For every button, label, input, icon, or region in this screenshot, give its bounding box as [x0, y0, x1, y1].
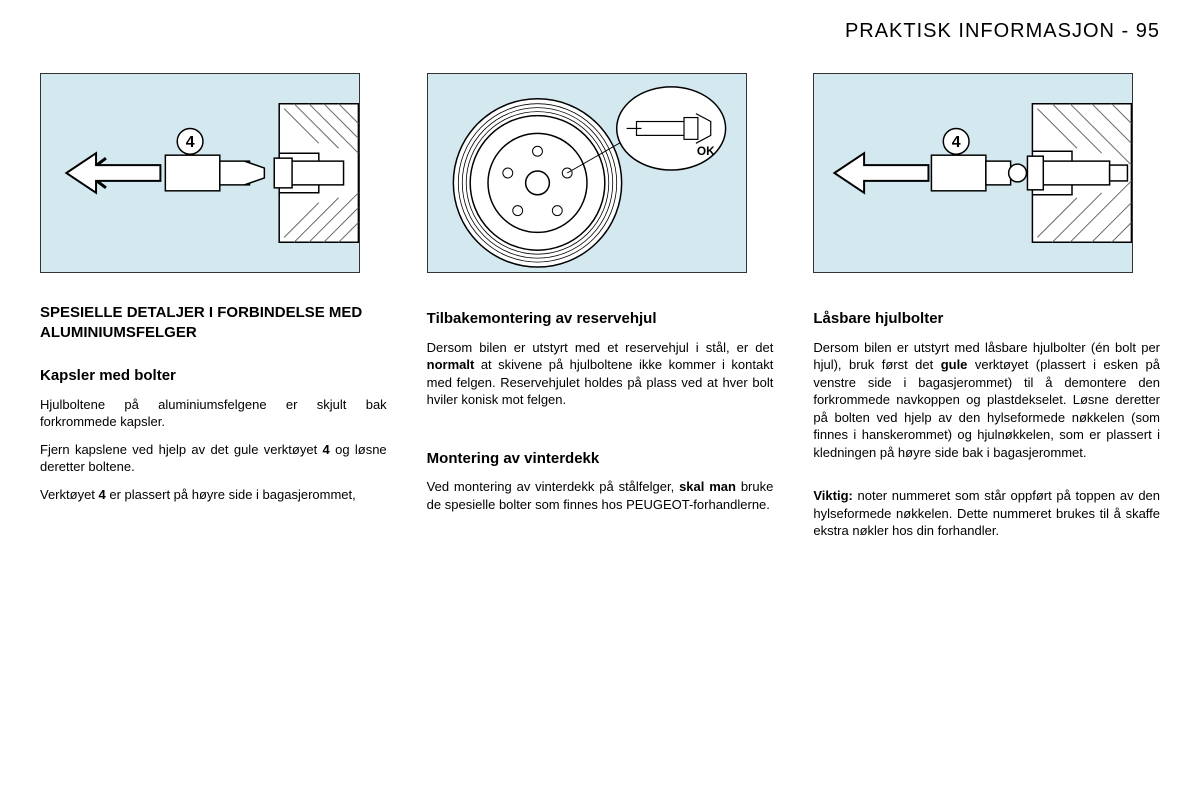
ok-label: OK: [697, 144, 715, 158]
p-winter-tires: Ved montering av vinterdekk på stålfelge…: [427, 478, 774, 513]
heading-spare-wheel: Tilbakemontering av reservehjul: [427, 309, 774, 329]
tool-label-4: 4: [186, 134, 195, 151]
p-important: Viktig: noter nummeret som står oppført …: [813, 487, 1160, 540]
p-bolt-caps-1: Hjulboltene på aluminiumsfelgene er skju…: [40, 396, 387, 431]
column-1: 4 SPESIELLE DETALJER I FORBINDELSE MED A…: [40, 73, 387, 550]
illustration-locking-bolts: 4: [813, 73, 1133, 273]
page-header: PRAKTISK INFORMASJON - 95: [40, 20, 1160, 43]
content-columns: 4 SPESIELLE DETALJER I FORBINDELSE MED A…: [40, 73, 1160, 550]
illustration-bolt-cap-removal: 4: [40, 73, 360, 273]
column-2: OK Tilbakemontering av reservehjul Derso…: [427, 73, 774, 550]
illustration-spare-wheel: OK: [427, 73, 747, 273]
tool-label-4-b: 4: [952, 134, 961, 151]
heading-locking-bolts: Låsbare hjulbolter: [813, 309, 1160, 329]
p-locking-bolts: Dersom bilen er utstyrt med låsbare hjul…: [813, 339, 1160, 462]
p-spare-wheel: Dersom bilen er utstyrt med et reservehj…: [427, 339, 774, 409]
p-bolt-caps-3: Verktøyet 4 er plassert på høyre side i …: [40, 486, 387, 504]
column-3: 4 Låsbare hjulbolter Dersom bilen er uts…: [813, 73, 1160, 550]
heading-winter-tires: Montering av vinterdekk: [427, 449, 774, 469]
p-bolt-caps-2: Fjern kapslene ved hjelp av det gule ver…: [40, 441, 387, 476]
heading-bolt-caps: Kapsler med bolter: [40, 366, 387, 386]
heading-aluminium-rims: SPESIELLE DETALJER I FORBINDELSE MED ALU…: [40, 303, 387, 342]
